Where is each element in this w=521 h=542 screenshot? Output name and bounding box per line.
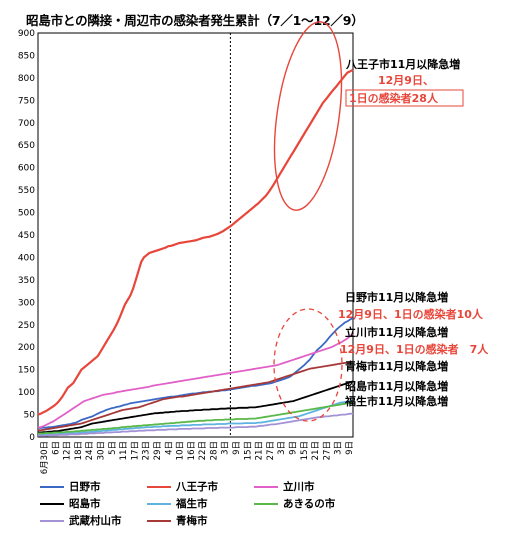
legend-label: 武蔵村山市 xyxy=(69,515,122,527)
y-tick-label: 0 xyxy=(29,433,35,443)
y-tick-label: 150 xyxy=(18,366,35,376)
x-tick-label: 9日 xyxy=(232,441,242,455)
legend-swatch xyxy=(147,502,171,505)
y-tick-label: 100 xyxy=(18,388,35,398)
x-tick-label: 3日 xyxy=(221,441,231,455)
y-tick-label: 300 xyxy=(18,298,35,308)
x-tick-label: 9日 xyxy=(345,441,355,455)
annotation-text: 青梅市11月以降急増 xyxy=(345,359,448,373)
legend-swatch xyxy=(254,502,278,505)
x-tick-label: 16日 xyxy=(187,441,197,460)
x-tick-label: 23日 xyxy=(142,441,152,460)
y-tick-label: 900 xyxy=(18,29,35,39)
series-lines xyxy=(37,68,354,437)
y-tick-label: 350 xyxy=(18,276,35,286)
hachioji-count-box xyxy=(345,89,464,107)
legend-swatch xyxy=(40,502,64,505)
legend-item: あきるの市 xyxy=(254,496,335,511)
y-tick-label: 750 xyxy=(18,96,35,106)
x-tick-label: 30日 xyxy=(96,441,106,460)
x-tick-label: 28日 xyxy=(209,441,219,460)
legend-item: 昭島市 xyxy=(40,496,101,511)
legend-label: 昭島市 xyxy=(69,498,101,510)
series-line-0 xyxy=(38,317,354,429)
y-tick-label: 50 xyxy=(24,411,36,421)
hino-tachikawa-highlight-ellipse xyxy=(273,308,343,422)
x-tick-label: 12日 xyxy=(63,441,73,460)
y-tick-label: 200 xyxy=(18,343,35,353)
y-tick-label: 400 xyxy=(18,253,35,263)
legend-swatch xyxy=(40,485,64,488)
y-tick-label: 500 xyxy=(18,209,35,219)
x-tick-label: 5日 xyxy=(108,441,118,455)
legend-item: 福生市 xyxy=(147,496,208,511)
x-tick-label: 6月30日 xyxy=(40,441,50,474)
y-tick-label: 450 xyxy=(18,231,35,241)
series-line-6 xyxy=(38,412,353,437)
x-tick-label: 11日 xyxy=(119,441,129,460)
series-line-4 xyxy=(38,400,353,436)
legend-item: 八王子市 xyxy=(147,479,218,494)
y-tick-label: 250 xyxy=(18,321,35,331)
annotation-text: 八王子市11月以降急増 xyxy=(345,57,460,71)
plot-frame xyxy=(37,32,354,438)
x-tick-label: 3日 xyxy=(277,441,287,455)
y-tick-label: 650 xyxy=(18,141,35,151)
hachioji-highlight-ellipse xyxy=(273,21,343,211)
legend-item: 武蔵村山市 xyxy=(40,513,122,528)
x-tick-label: 21日 xyxy=(255,441,265,460)
series-line-3 xyxy=(38,380,354,434)
x-tick-label: 29日 xyxy=(153,441,163,460)
x-tick-label: 3日 xyxy=(334,441,344,455)
legend-swatch xyxy=(254,485,278,488)
legend-label: 立川市 xyxy=(283,481,315,493)
x-tick-label: 15日 xyxy=(300,441,310,460)
series-line-5 xyxy=(38,401,354,435)
x-tick-label: 4日 xyxy=(164,441,174,455)
legend-label: 日野市 xyxy=(69,481,101,493)
legend-label: あきるの市 xyxy=(283,498,336,510)
legend-item: 立川市 xyxy=(254,479,315,494)
annotation-text: 立川市11月以降急増 xyxy=(345,325,448,339)
y-tick-label: 800 xyxy=(18,74,35,84)
annotation-text: 12月9日、 xyxy=(378,74,434,87)
series-line-1 xyxy=(37,68,354,416)
legend-item: 日野市 xyxy=(40,479,101,494)
y-tick-label: 850 xyxy=(18,51,35,61)
annotation-text: 12月9日、1日の感染者10人 xyxy=(338,307,484,321)
legend-swatch xyxy=(147,519,171,522)
y-tick-label: 700 xyxy=(18,119,35,129)
legend-item: 青梅市 xyxy=(147,513,208,528)
legend-label: 福生市 xyxy=(176,498,208,510)
annotation-text: 日野市11月以降急増 xyxy=(345,290,448,304)
x-tick-label: 22日 xyxy=(198,441,208,460)
x-tick-label: 15日 xyxy=(243,441,253,460)
annotation-text: 1日の感染者28人 xyxy=(349,91,439,105)
x-tick-label: 17日 xyxy=(130,441,140,460)
legend-label: 八王子市 xyxy=(176,481,218,493)
annotation-text: 昭島市11月以降急増 xyxy=(345,379,448,393)
x-tick-label: 18日 xyxy=(74,441,84,460)
x-tick-label: 6日 xyxy=(51,441,61,455)
y-axis-ticks: 0 50 100 150 200 250 300 350 400 450 500 550 600 650 7… xyxy=(18,29,35,443)
series-line-2 xyxy=(37,333,354,429)
x-tick-label: 21日 xyxy=(311,441,321,460)
legend-label: 青梅市 xyxy=(176,515,208,527)
x-axis-ticks: 6月30日 6日 12日 18日 24日 30日 5日 11日 17日 23日 29日 4日 10日 16… xyxy=(40,441,355,474)
y-tick-label: 550 xyxy=(18,186,35,196)
annotation-text: 12月9日、1日の感染者 7人 xyxy=(340,342,489,356)
series-line-7 xyxy=(38,360,354,432)
x-tick-label: 27日 xyxy=(266,441,276,460)
x-tick-label: 9日 xyxy=(289,441,299,455)
x-tick-label: 10日 xyxy=(176,441,186,460)
legend-swatch xyxy=(147,485,171,488)
x-tick-label: 27日 xyxy=(322,441,332,460)
annotation-text: 福生市11月以降急増 xyxy=(344,394,448,408)
chart-title: 昭島市との隣接・周辺市の感染者発生累計（7／1～12／9） xyxy=(26,13,364,28)
x-tick-label: 24日 xyxy=(85,441,95,460)
legend-swatch xyxy=(40,519,64,522)
y-tick-label: 600 xyxy=(18,164,35,174)
